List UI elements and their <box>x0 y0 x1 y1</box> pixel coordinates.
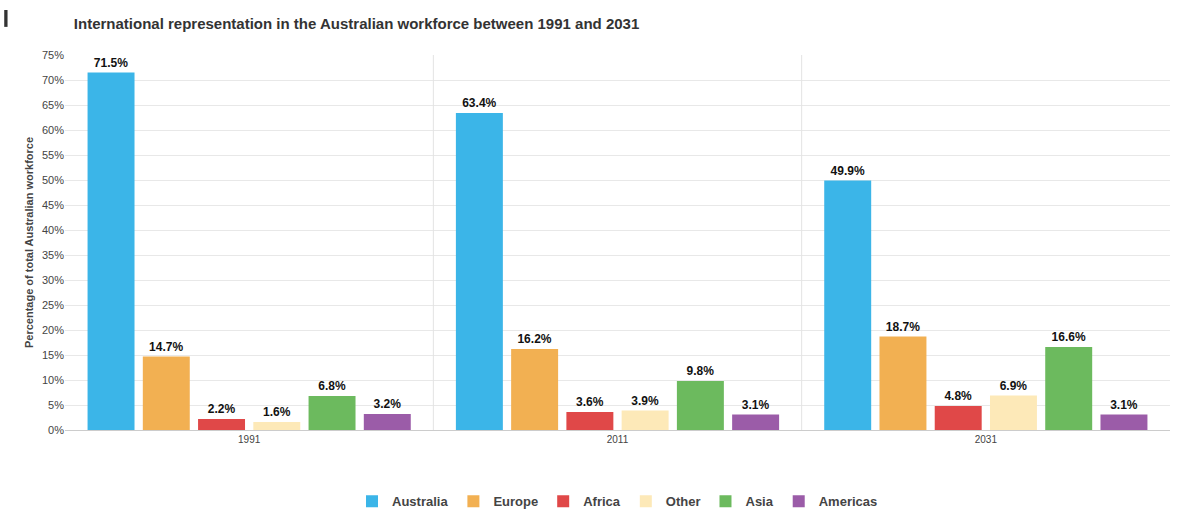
svg-text:2.2%: 2.2% <box>208 402 236 416</box>
svg-text:16.2%: 16.2% <box>517 332 551 346</box>
svg-text:2011: 2011 <box>607 434 629 445</box>
svg-text:1.6%: 1.6% <box>263 405 291 419</box>
svg-text:49.9%: 49.9% <box>831 164 865 178</box>
svg-text:3.6%: 3.6% <box>576 395 604 409</box>
svg-text:63.4%: 63.4% <box>462 96 496 110</box>
svg-text:3.1%: 3.1% <box>742 398 770 412</box>
svg-text:Europe: Europe <box>493 494 538 509</box>
svg-text:3.9%: 3.9% <box>631 394 659 408</box>
svg-text:18.7%: 18.7% <box>886 320 920 334</box>
svg-text:20%: 20% <box>42 324 64 336</box>
svg-text:30%: 30% <box>42 274 64 286</box>
svg-text:75%: 75% <box>42 49 64 61</box>
svg-text:55%: 55% <box>42 149 64 161</box>
svg-text:45%: 45% <box>42 199 64 211</box>
svg-text:Australia: Australia <box>392 494 448 509</box>
svg-text:6.8%: 6.8% <box>318 379 346 393</box>
svg-text:60%: 60% <box>42 124 64 136</box>
svg-text:Americas: Americas <box>819 494 878 509</box>
svg-text:50%: 50% <box>42 174 64 186</box>
svg-text:70%: 70% <box>42 74 64 86</box>
svg-text:6.9%: 6.9% <box>1000 379 1028 393</box>
svg-text:3.2%: 3.2% <box>373 397 401 411</box>
svg-text:16.6%: 16.6% <box>1052 330 1086 344</box>
svg-text:Percentage of total Australian: Percentage of total Australian workforce <box>23 137 35 348</box>
svg-text:0%: 0% <box>48 424 64 436</box>
svg-text:14.7%: 14.7% <box>149 340 183 354</box>
svg-text:10%: 10% <box>42 374 64 386</box>
svg-text:Asia: Asia <box>745 494 773 509</box>
svg-text:5%: 5% <box>48 399 64 411</box>
svg-text:3.1%: 3.1% <box>1110 398 1138 412</box>
svg-text:15%: 15% <box>42 349 64 361</box>
svg-text:71.5%: 71.5% <box>94 56 128 70</box>
svg-text:4.8%: 4.8% <box>944 389 972 403</box>
svg-text:2031: 2031 <box>975 434 998 445</box>
svg-text:25%: 25% <box>42 299 64 311</box>
svg-text:Other: Other <box>666 494 701 509</box>
svg-text:9.8%: 9.8% <box>687 364 715 378</box>
svg-text:International representation i: International representation in the Aust… <box>74 15 639 32</box>
svg-text:Africa: Africa <box>583 494 621 509</box>
svg-text:40%: 40% <box>42 224 64 236</box>
svg-text:1991: 1991 <box>238 434 261 445</box>
svg-text:35%: 35% <box>42 249 64 261</box>
svg-text:65%: 65% <box>42 99 64 111</box>
